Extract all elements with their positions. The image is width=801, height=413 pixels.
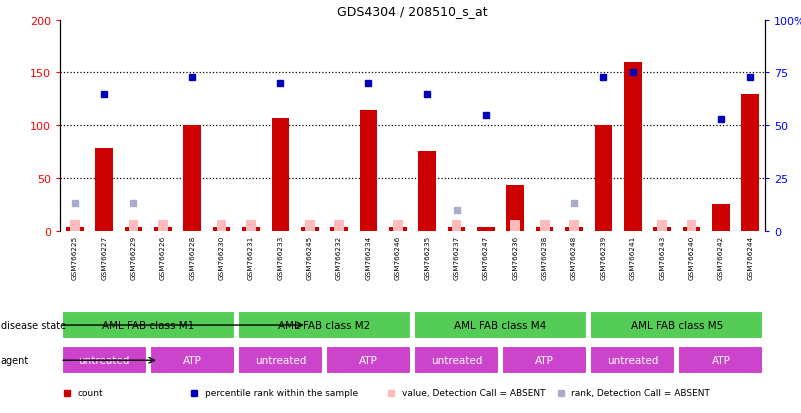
Text: AML FAB class M1: AML FAB class M1 bbox=[102, 320, 195, 330]
Text: GSM766233: GSM766233 bbox=[277, 235, 284, 279]
Bar bbox=[150, 347, 235, 374]
Bar bbox=[686, 221, 696, 231]
Text: ATP: ATP bbox=[359, 355, 378, 366]
Bar bbox=[452, 221, 461, 231]
Text: GSM766230: GSM766230 bbox=[219, 235, 224, 279]
Text: GSM766240: GSM766240 bbox=[689, 235, 694, 279]
Bar bbox=[95, 149, 113, 231]
Text: GSM766234: GSM766234 bbox=[365, 235, 372, 279]
Bar bbox=[448, 227, 465, 231]
Text: GSM766239: GSM766239 bbox=[601, 235, 606, 279]
Text: GSM766235: GSM766235 bbox=[425, 235, 430, 279]
Bar bbox=[246, 221, 256, 231]
Bar bbox=[414, 311, 587, 339]
Text: rank, Detection Call = ABSENT: rank, Detection Call = ABSENT bbox=[571, 389, 710, 397]
Text: untreated: untreated bbox=[78, 355, 130, 366]
Text: disease state: disease state bbox=[1, 320, 66, 330]
Bar bbox=[624, 63, 642, 231]
Bar bbox=[213, 227, 231, 231]
Text: untreated: untreated bbox=[255, 355, 306, 366]
Text: ATP: ATP bbox=[535, 355, 554, 366]
Text: GSM766241: GSM766241 bbox=[630, 235, 636, 279]
Text: GSM766228: GSM766228 bbox=[189, 235, 195, 279]
Bar bbox=[272, 119, 289, 231]
Bar bbox=[418, 151, 436, 231]
Bar bbox=[62, 347, 147, 374]
Text: agent: agent bbox=[1, 355, 29, 366]
Text: GSM766225: GSM766225 bbox=[72, 235, 78, 279]
Text: AML FAB class M4: AML FAB class M4 bbox=[454, 320, 547, 330]
Bar bbox=[414, 347, 499, 374]
Bar bbox=[594, 126, 612, 231]
Text: GSM766231: GSM766231 bbox=[248, 235, 254, 279]
Bar bbox=[129, 221, 139, 231]
Text: ATP: ATP bbox=[183, 355, 202, 366]
Text: percentile rank within the sample: percentile rank within the sample bbox=[204, 389, 358, 397]
Bar bbox=[510, 221, 520, 231]
Bar bbox=[66, 227, 83, 231]
Bar bbox=[658, 221, 667, 231]
Text: GSM766237: GSM766237 bbox=[453, 235, 460, 279]
Bar bbox=[506, 186, 524, 231]
Text: GSM766245: GSM766245 bbox=[307, 235, 312, 279]
Bar bbox=[502, 347, 587, 374]
Bar bbox=[183, 126, 201, 231]
Bar bbox=[590, 347, 675, 374]
Text: count: count bbox=[78, 389, 103, 397]
Bar bbox=[301, 227, 319, 231]
Bar bbox=[326, 347, 411, 374]
Bar bbox=[305, 221, 315, 231]
Text: ATP: ATP bbox=[711, 355, 731, 366]
Bar bbox=[570, 221, 579, 231]
Bar bbox=[360, 111, 377, 231]
Bar bbox=[238, 311, 411, 339]
Bar bbox=[566, 227, 583, 231]
Text: GSM766244: GSM766244 bbox=[747, 235, 753, 279]
Bar bbox=[70, 221, 79, 231]
Bar bbox=[62, 311, 235, 339]
Bar bbox=[330, 227, 348, 231]
Title: GDS4304 / 208510_s_at: GDS4304 / 208510_s_at bbox=[337, 5, 488, 18]
Text: GSM766238: GSM766238 bbox=[541, 235, 548, 279]
Text: GSM766248: GSM766248 bbox=[571, 235, 577, 279]
Text: AML FAB class M2: AML FAB class M2 bbox=[278, 320, 371, 330]
Bar bbox=[682, 227, 700, 231]
Text: GSM766229: GSM766229 bbox=[131, 235, 136, 279]
Bar bbox=[742, 95, 759, 231]
Bar bbox=[536, 227, 553, 231]
Bar bbox=[654, 227, 671, 231]
Bar bbox=[154, 227, 171, 231]
Text: GSM766246: GSM766246 bbox=[395, 235, 400, 279]
Text: untreated: untreated bbox=[431, 355, 482, 366]
Bar bbox=[125, 227, 143, 231]
Bar bbox=[678, 347, 763, 374]
Text: GSM766242: GSM766242 bbox=[718, 235, 724, 279]
Text: AML FAB class M5: AML FAB class M5 bbox=[630, 320, 723, 330]
Bar bbox=[158, 221, 167, 231]
Bar bbox=[217, 221, 227, 231]
Bar bbox=[712, 205, 730, 231]
Text: value, Detection Call = ABSENT: value, Detection Call = ABSENT bbox=[402, 389, 545, 397]
Text: GSM766243: GSM766243 bbox=[659, 235, 665, 279]
Text: untreated: untreated bbox=[607, 355, 658, 366]
Bar bbox=[590, 311, 763, 339]
Text: GSM766227: GSM766227 bbox=[101, 235, 107, 279]
Bar bbox=[477, 227, 495, 231]
Bar bbox=[242, 227, 260, 231]
Text: GSM766232: GSM766232 bbox=[336, 235, 342, 279]
Bar bbox=[393, 221, 403, 231]
Bar bbox=[540, 221, 549, 231]
Bar bbox=[334, 221, 344, 231]
Text: GSM766236: GSM766236 bbox=[513, 235, 518, 279]
Text: GSM766247: GSM766247 bbox=[483, 235, 489, 279]
Text: GSM766226: GSM766226 bbox=[160, 235, 166, 279]
Bar bbox=[389, 227, 407, 231]
Bar bbox=[238, 347, 323, 374]
